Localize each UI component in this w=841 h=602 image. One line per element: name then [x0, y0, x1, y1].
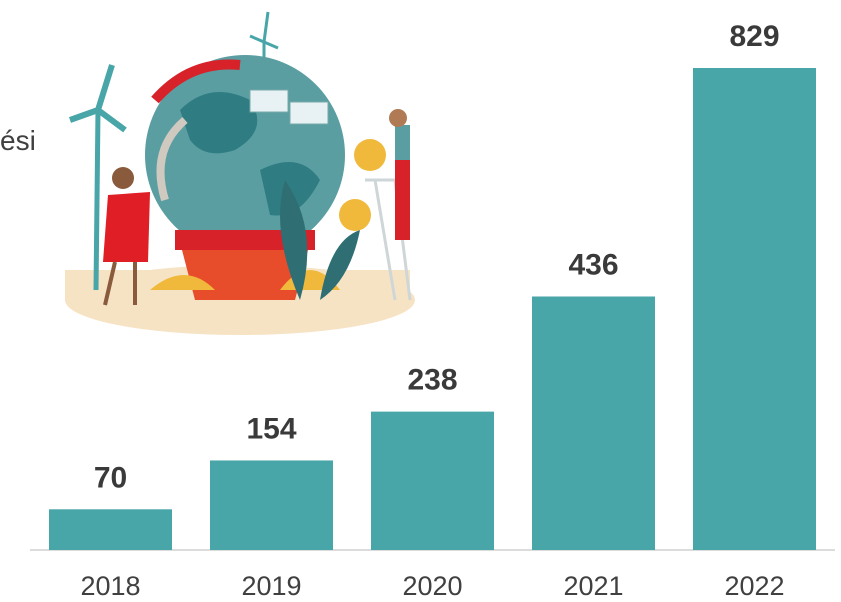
- value-label: 70: [94, 461, 127, 494]
- annotation: ési: [0, 125, 36, 156]
- value-label: 154: [246, 412, 296, 445]
- bar: [371, 411, 494, 550]
- x-tick-label: 2021: [563, 571, 623, 601]
- value-label: 238: [407, 364, 457, 397]
- value-label: 829: [729, 20, 779, 53]
- value-label: 436: [568, 248, 618, 281]
- bar: [49, 509, 172, 550]
- illustration: [65, 11, 415, 335]
- x-tick-label: 2020: [402, 571, 462, 601]
- x-tick-label: 2022: [724, 571, 784, 601]
- bar: [210, 460, 333, 550]
- bar: [693, 68, 816, 550]
- x-tick-label: 2018: [80, 571, 140, 601]
- x-tick-label: 2019: [241, 571, 301, 601]
- bar: [532, 296, 655, 550]
